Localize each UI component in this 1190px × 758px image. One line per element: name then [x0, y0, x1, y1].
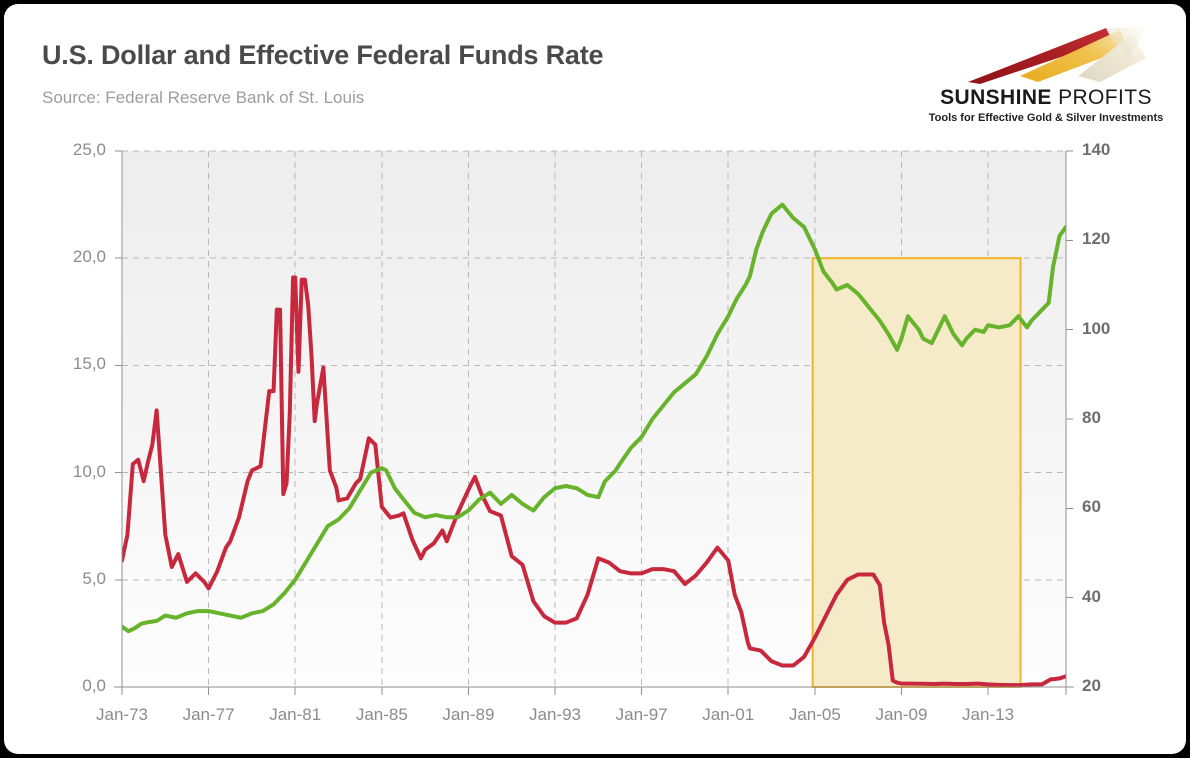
logo-brand-bold: SUNSHINE	[940, 86, 1052, 109]
x-axis-tick-label: Jan-09	[875, 705, 928, 724]
y-axis-right-tick-label: 120	[1082, 229, 1111, 249]
axis-lines	[114, 151, 1074, 695]
x-axis-tick-label: Jan-13	[962, 705, 1015, 724]
chart-canvas	[114, 150, 1074, 695]
y-axis-left-tick-label: 20,0	[72, 247, 106, 267]
logo-rays-icon	[968, 26, 1146, 84]
y-axis-right-tick-label: 60	[1082, 497, 1101, 517]
axis-tick-marks	[115, 150, 1073, 695]
sunshine-profits-logo: SUNSHINE PROFITS Tools for Effective Gol…	[924, 24, 1168, 134]
logo-brand-name: SUNSHINE PROFITS	[924, 86, 1168, 110]
logo-tagline: Tools for Effective Gold & Silver Invest…	[928, 112, 1164, 124]
chart-source-label: Source: Federal Reserve Bank of St. Loui…	[42, 88, 365, 107]
x-axis-tick-label: Jan-93	[529, 705, 581, 724]
y-axis-left-tick-label: 10,0	[72, 461, 106, 481]
y-axis-right-tick-label: 40	[1082, 586, 1101, 606]
y-axis-right-tick-label: 20	[1082, 676, 1101, 695]
y-axis-right-tick-label: 140	[1082, 140, 1111, 159]
x-axis-tick-label: Jan-05	[788, 705, 841, 724]
x-axis-tick-label: Jan-89	[442, 705, 495, 724]
y-axis-left-tick-label: 25,0	[72, 140, 106, 159]
x-axis-tick-label: Jan-81	[269, 705, 322, 724]
page-title: U.S. Dollar and Effective Federal Funds …	[42, 40, 604, 70]
x-axis-tick-label: Jan-85	[355, 705, 408, 724]
logo-brand-light: PROFITS	[1058, 86, 1152, 109]
series-layer	[122, 202, 1066, 688]
chart-card: U.S. Dollar and Effective Federal Funds …	[4, 4, 1186, 754]
y-axis-right-tick-label: 80	[1082, 408, 1101, 427]
gridlines	[122, 150, 1066, 688]
y-axis-left-tick-label: 15,0	[72, 354, 106, 374]
y-axis-left-tick-label: 0,0	[82, 676, 106, 695]
x-axis-tick-label: Jan-01	[702, 705, 755, 724]
y-axis-right-tick-label: 100	[1082, 318, 1111, 338]
highlight-region	[811, 257, 1022, 688]
x-axis-tick-label: Jan-97	[615, 705, 668, 724]
x-axis-tick-label: Jan-73	[96, 705, 148, 724]
x-axis-tick-label: Jan-77	[182, 705, 235, 724]
y-axis-left-tick-label: 5,0	[82, 568, 106, 588]
